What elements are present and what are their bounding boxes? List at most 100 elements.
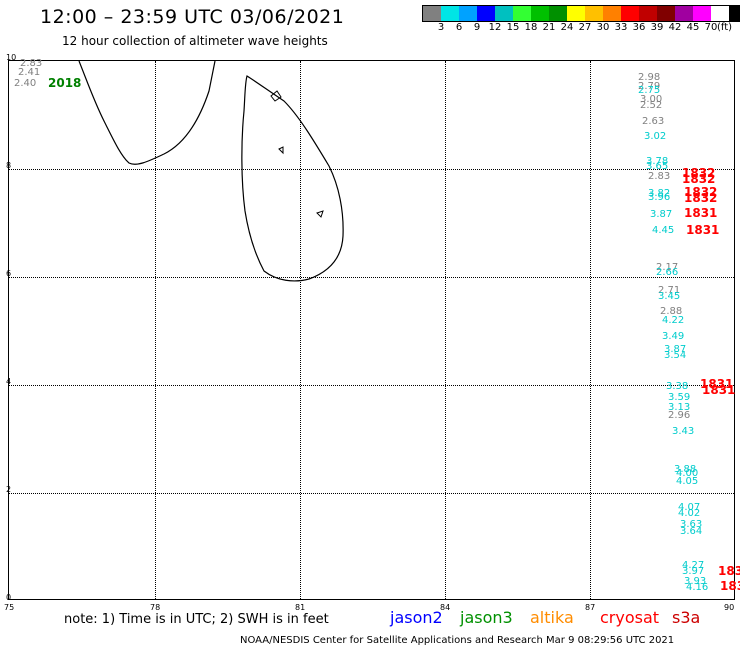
legend-label: 12 (488, 22, 502, 33)
grid-line-horizontal (9, 385, 734, 386)
legend-swatch (441, 6, 459, 21)
wave-height-label: 3.65 (646, 161, 669, 172)
legend-label: 24 (560, 22, 574, 33)
legend-label: 70 (704, 22, 718, 33)
wave-height-label: 2.52 (640, 100, 663, 111)
legend-label: 3 (437, 22, 445, 33)
coastline-map (78, 61, 344, 282)
legend-swatch (711, 6, 729, 21)
wave-height-label: 2.88 (660, 306, 683, 317)
wave-height-label: 3.63 (680, 519, 703, 530)
track-number-label: 1831 (700, 377, 734, 391)
grid-line-horizontal (9, 169, 734, 170)
legend-swatch (585, 6, 603, 21)
legend-swatch (531, 6, 549, 21)
wave-height-label: 3.64 (680, 526, 703, 537)
x-tick-label: 81 (295, 603, 306, 612)
legend-label: 21 (542, 22, 556, 33)
legend-swatch (639, 6, 657, 21)
track-number-label: 1832 (684, 185, 718, 199)
track-number-label: 1831 (686, 223, 720, 237)
grid-line-vertical (590, 61, 591, 599)
wave-height-label: 3.13 (668, 402, 691, 413)
x-tick-label: 84 (440, 603, 451, 612)
wave-height-label: 2.17 (656, 262, 679, 273)
satellite-legend-jason3: jason3 (460, 608, 513, 627)
wave-height-label: 3.96 (648, 192, 671, 203)
legend-swatch (423, 6, 441, 21)
wave-height-label: 3.49 (662, 331, 685, 342)
track-number-label: 2018 (48, 76, 82, 90)
legend-label: 9 (473, 22, 481, 33)
wave-height-label: 4.05 (676, 476, 699, 487)
legend-label: 6 (455, 22, 463, 33)
legend-unit: (ft) (717, 22, 733, 33)
y-tick-label: 6 (6, 269, 12, 278)
wave-height-label: 2.75 (638, 85, 661, 96)
wave-height-label: 2.98 (638, 72, 661, 83)
legend-swatch (603, 6, 621, 21)
wave-height-label: 3.97 (682, 566, 705, 577)
wave-height-label: 3.82 (648, 188, 671, 199)
wave-height-label: 3.59 (668, 392, 691, 403)
wave-height-label: 4.45 (652, 225, 675, 236)
legend-swatch (459, 6, 477, 21)
legend-swatch (513, 6, 531, 21)
grid-line-horizontal (9, 277, 734, 278)
track-number-label: 1832 (682, 166, 716, 180)
wave-height-label: 3.78 (646, 156, 669, 167)
legend-label: 18 (524, 22, 538, 33)
track-number-label: 183 (718, 564, 740, 578)
y-tick-label: 10 (6, 53, 17, 62)
note-text: note: 1) Time is in UTC; 2) SWH is in fe… (64, 612, 329, 627)
color-legend (422, 5, 740, 22)
wave-height-label: 2.63 (642, 116, 665, 127)
chart-title: 12:00 – 23:59 UTC 03/06/2021 (40, 6, 345, 28)
legend-swatch (477, 6, 495, 21)
x-tick-label: 78 (150, 603, 161, 612)
wave-height-label: 4.16 (686, 582, 709, 593)
legend-swatch (567, 6, 585, 21)
legend-swatch (675, 6, 693, 21)
legend-label: 33 (614, 22, 628, 33)
grid-line-vertical (300, 61, 301, 599)
track-number-label: 1832 (684, 191, 718, 205)
legend-swatch (729, 6, 740, 21)
wave-height-label: 3.43 (672, 426, 695, 437)
wave-height-label: 4.22 (662, 315, 685, 326)
grid-line-horizontal (9, 493, 734, 494)
y-tick-label: 0 (6, 593, 12, 602)
wave-height-label: 3.54 (664, 350, 687, 361)
y-tick-label: 2 (6, 485, 12, 494)
wave-height-label: 2.66 (656, 267, 679, 278)
credit-line: NOAA/NESDIS Center for Satellite Applica… (240, 635, 675, 646)
x-tick-label: 75 (4, 603, 15, 612)
wave-height-label: 4.00 (676, 468, 699, 479)
wave-height-label: 2.79 (638, 81, 661, 92)
legend-label: 42 (668, 22, 682, 33)
track-number-label: 1831 (684, 206, 718, 220)
wave-height-label: 4.07 (678, 502, 701, 513)
wave-height-label: 2.71 (658, 285, 681, 296)
wave-height-label: 4.27 (682, 560, 705, 571)
island-fragment (270, 90, 324, 218)
satellite-legend-s3a: s3a (672, 608, 701, 627)
legend-label: 45 (686, 22, 700, 33)
wave-height-label: 3.87 (650, 209, 673, 220)
legend-label: 27 (578, 22, 592, 33)
map-frame (8, 60, 735, 600)
grid-line-vertical (155, 61, 156, 599)
satellite-legend-jason2: jason2 (390, 608, 443, 627)
track-number-label: 1831 (702, 383, 736, 397)
track-number-label: 183 (720, 579, 740, 593)
wave-height-label: 2.83 (648, 171, 671, 182)
india-coastline (78, 61, 216, 165)
chart-subtitle: 12 hour collection of altimeter wave hei… (62, 34, 328, 48)
y-tick-label: 8 (6, 161, 12, 170)
legend-swatch (549, 6, 567, 21)
wave-height-label: 2.83 (20, 58, 43, 69)
wave-height-label: 3.38 (666, 381, 689, 392)
legend-label: 15 (506, 22, 520, 33)
legend-label: 39 (650, 22, 664, 33)
satellite-legend-altika: altika (530, 608, 574, 627)
